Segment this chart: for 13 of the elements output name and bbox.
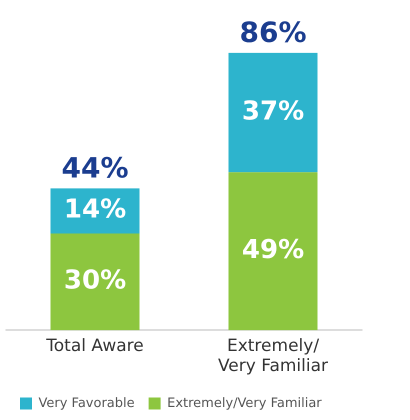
data-label: 14% <box>64 194 126 225</box>
total-label: 86% <box>239 16 307 50</box>
data-label: 30% <box>64 266 126 296</box>
legend-label: Extremely/Very Familiar <box>167 396 322 411</box>
x-tick-label: Total Aware <box>45 336 144 356</box>
bar <box>50 233 140 330</box>
x-tick-label: Extremely/ Very Familiar <box>218 336 328 376</box>
bar <box>228 172 318 330</box>
bar <box>228 52 318 172</box>
legend-label: Very Favorable <box>38 396 135 411</box>
total-label: 44% <box>61 152 129 185</box>
data-label: 49% <box>242 234 304 265</box>
data-label: 37% <box>242 96 304 126</box>
